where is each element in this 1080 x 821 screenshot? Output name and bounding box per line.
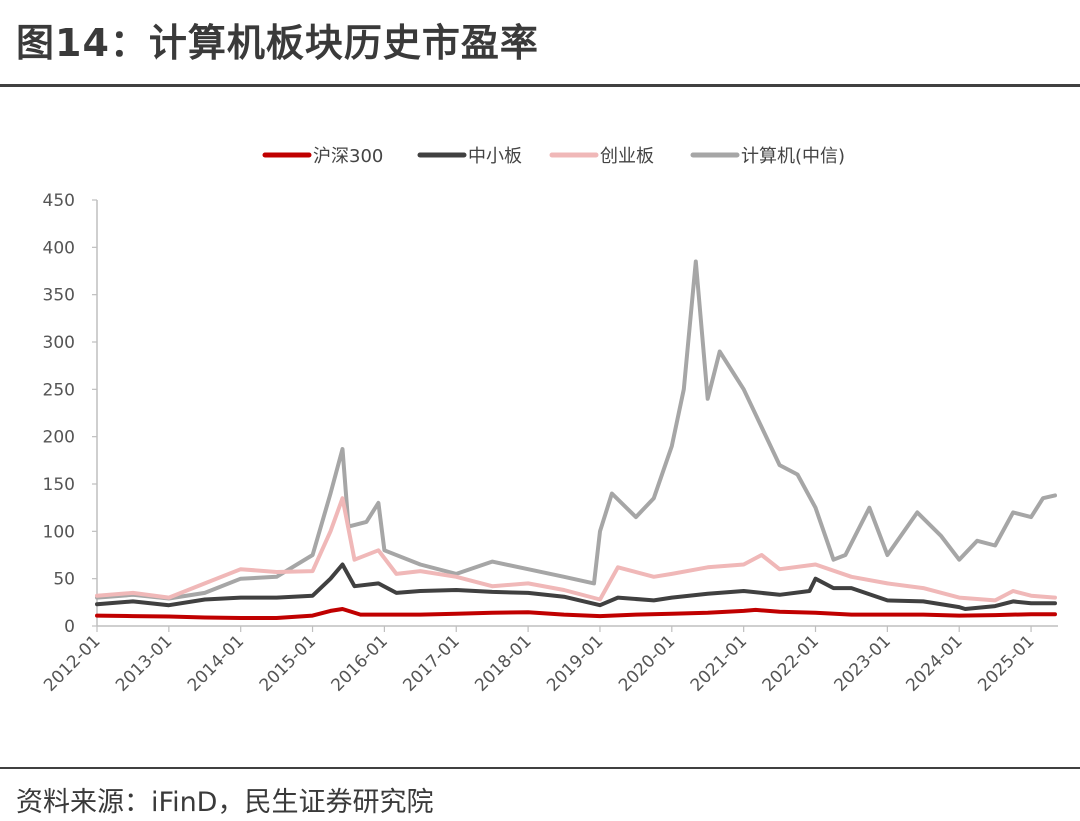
x-tick-label: 2012-01 [40, 631, 104, 695]
x-axis: 2012-01 2013-01 2014-01 2015-01 2016-01 2017-… [40, 625, 1058, 696]
series-line-3 [95, 259, 1057, 601]
y-axis: 0 50 100 150 200 250 300 350 400 450 [43, 191, 98, 637]
x-tick-label: 2020-01 [615, 631, 679, 695]
footer-divider [0, 767, 1080, 769]
x-tick-label: 2019-01 [543, 631, 607, 695]
chart-legend: 沪深300 中小板 创业板 计算机(中信) [262, 146, 845, 167]
y-tick-label: 250 [43, 380, 75, 400]
legend-label: 计算机(中信) [741, 146, 845, 167]
y-tick-label: 400 [43, 238, 75, 258]
legend-item: 沪深300 [262, 146, 383, 167]
series-line-1 [95, 562, 1057, 611]
x-tick-label: 2016-01 [328, 631, 392, 695]
legend-label: 沪深300 [313, 146, 383, 167]
x-tick-label: 2015-01 [256, 631, 320, 695]
series-line-0 [95, 607, 1057, 620]
y-tick-label: 350 [43, 286, 75, 306]
legend-label: 中小板 [468, 146, 522, 167]
legend-item: 创业板 [549, 146, 654, 167]
y-tick-label: 300 [43, 333, 75, 353]
legend-item: 计算机(中信) [690, 146, 845, 167]
x-tick-label: 2024-01 [902, 631, 966, 695]
legend-label: 创业板 [600, 146, 654, 167]
x-tick-label: 2022-01 [759, 631, 823, 695]
y-tick-label: 0 [64, 617, 75, 637]
x-tick-label: 2021-01 [687, 631, 751, 695]
y-tick-label: 100 [43, 522, 75, 542]
source-note: 资料来源：iFinD，民生证券研究院 [16, 787, 434, 818]
x-tick-label: 2013-01 [112, 631, 176, 695]
x-tick-label: 2023-01 [831, 631, 895, 695]
header: 图14：计算机板块历史市盈率 [0, 0, 1080, 87]
y-tick-label: 150 [43, 475, 75, 495]
y-tick-label: 450 [43, 191, 75, 211]
x-tick-label: 2017-01 [399, 631, 463, 695]
y-tick-label: 50 [53, 570, 75, 590]
title-divider [0, 84, 1080, 87]
x-tick-label: 2014-01 [184, 631, 248, 695]
x-tick-label: 2018-01 [471, 631, 535, 695]
series-layer [95, 259, 1057, 620]
y-tick-label: 200 [43, 428, 75, 448]
legend-item: 中小板 [417, 146, 522, 167]
x-tick-label: 2025-01 [974, 631, 1038, 695]
page-title: 图14：计算机板块历史市盈率 [16, 21, 539, 65]
series-line-2 [95, 496, 1057, 603]
